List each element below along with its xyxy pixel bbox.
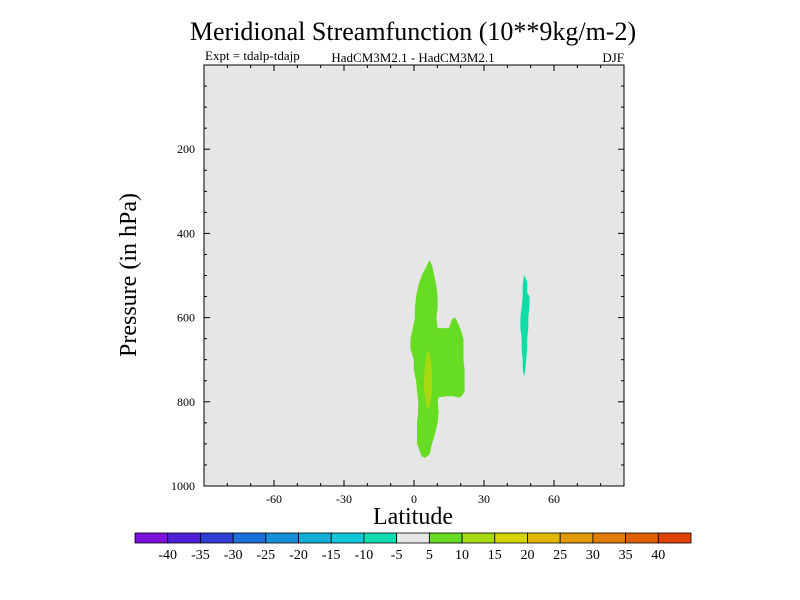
colorbar-swatch: [232, 532, 267, 544]
x-tick-label: 0: [411, 492, 417, 506]
colorbar-label: -5: [391, 548, 403, 563]
x-tick-label: -60: [266, 492, 282, 506]
colorbar-label: 40: [651, 548, 665, 563]
plot-frame: [203, 64, 625, 487]
x-axis-label: Latitude: [373, 504, 453, 530]
colorbar-swatch: [559, 532, 594, 544]
y-tick-label: 800: [177, 395, 195, 409]
colorbar-swatch: [494, 532, 528, 544]
colorbar-label: 30: [586, 548, 600, 563]
colorbar-label: -35: [191, 548, 210, 563]
x-tick-label: -30: [336, 492, 352, 506]
colorbar-label: -15: [322, 548, 341, 563]
colorbar: [134, 532, 692, 544]
contour-regions: [410, 260, 530, 458]
chart-subtitle-center: HadCM3M2.1 - HadCM3M2.1: [331, 50, 494, 65]
colorbar-swatch: [625, 532, 659, 544]
colorbar-label: -25: [256, 548, 275, 563]
tick-labels: -60 -30 0 30 60 200 400 600 800 1000: [171, 142, 560, 506]
chart-subtitle-right: DJF: [602, 50, 624, 65]
y-tick-label: 600: [177, 311, 195, 325]
colorbar-label: -20: [289, 548, 308, 563]
y-tick-label: 400: [177, 226, 195, 240]
colorbar-swatch: [134, 532, 169, 544]
x-tick-label: 30: [478, 492, 490, 506]
colorbar-swatch: [265, 532, 299, 544]
contour-region: [520, 274, 530, 377]
y-axis-label: Pressure (in hPa): [116, 193, 142, 357]
colorbar-swatch: [167, 532, 201, 544]
colorbar-swatch: [396, 532, 430, 544]
x-tick-label: 60: [548, 492, 560, 506]
colorbar-labels: -40 -35 -30 -25 -20 -15 -10 -5 5 10 15 20 25 30 35 40: [158, 548, 665, 563]
colorbar-label: 20: [520, 548, 534, 563]
colorbar-label: -30: [224, 548, 243, 563]
colorbar-swatch: [200, 532, 234, 544]
plot-background: [204, 65, 624, 486]
colorbar-label: -40: [158, 548, 177, 563]
chart-subtitle-left: Expt = tdalp-tdajp: [205, 48, 300, 63]
colorbar-label: 10: [455, 548, 469, 563]
colorbar-label: 35: [619, 548, 633, 563]
colorbar-swatch: [592, 532, 626, 544]
contour-region: [424, 350, 432, 409]
colorbar-label: -10: [355, 548, 374, 563]
y-tick-label: 200: [177, 142, 195, 156]
contour-region: [410, 260, 465, 458]
colorbar-swatch: [428, 532, 463, 544]
colorbar-label: 25: [553, 548, 567, 563]
colorbar-swatch: [298, 532, 332, 544]
y-tick-label: 1000: [171, 479, 195, 493]
colorbar-swatch: [330, 532, 365, 544]
colorbar-swatch: [527, 532, 561, 544]
colorbar-label: 15: [488, 548, 502, 563]
colorbar-swatch: [657, 532, 692, 544]
colorbar-label: 5: [426, 548, 433, 563]
colorbar-swatch: [461, 532, 496, 544]
chart-title: Meridional Streamfunction (10**9kg/m-2): [190, 17, 636, 46]
colorbar-swatch: [363, 532, 398, 544]
